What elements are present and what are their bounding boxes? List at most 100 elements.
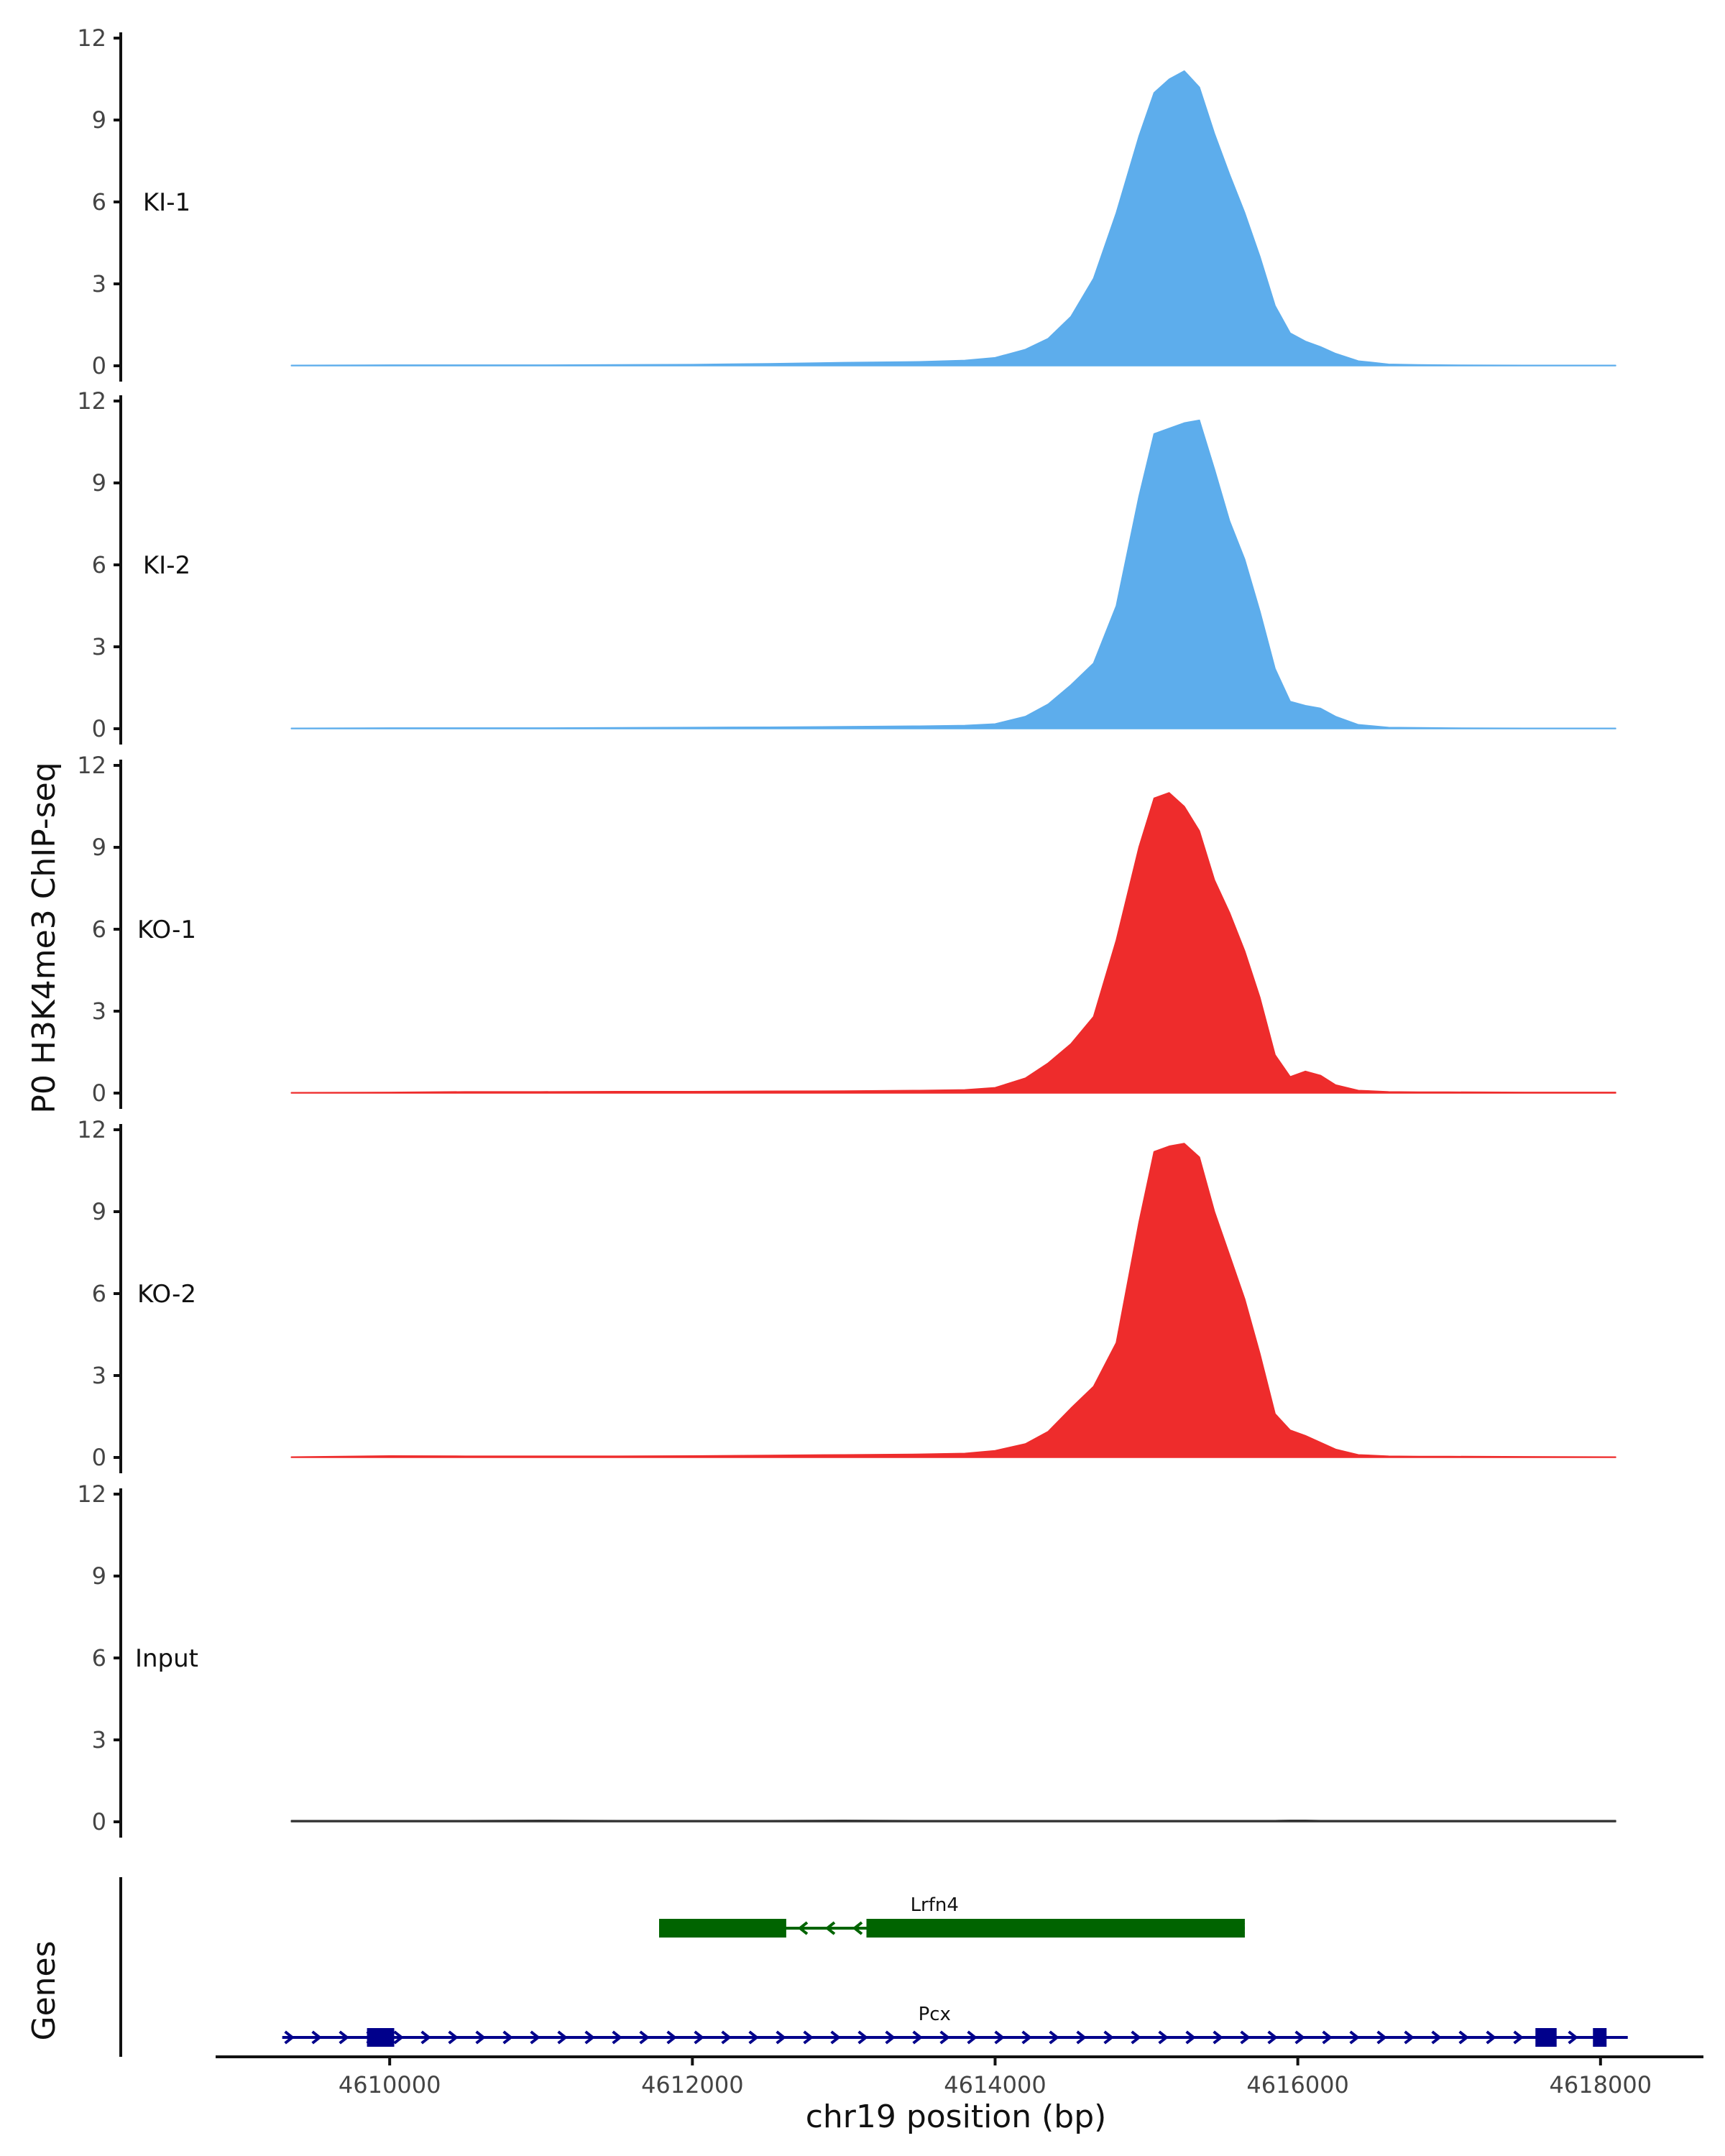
y-tick-label: 0 <box>92 715 106 742</box>
y-tick-label: 3 <box>92 1726 106 1754</box>
strand-arrow <box>912 2030 923 2045</box>
track-label: Input <box>135 1644 198 1673</box>
track-ko-2: 0 3 6 9 12 KO-2 <box>77 1116 1616 1473</box>
y-tick-label: 3 <box>92 270 106 298</box>
strand-arrow <box>584 2030 595 2045</box>
strand-arrow <box>666 2030 677 2045</box>
gene-name-label: Lrfn4 <box>911 1894 959 1916</box>
strand-arrow <box>284 2030 295 2045</box>
y-tick-label: 6 <box>92 1280 106 1307</box>
gene-exon <box>367 2028 395 2047</box>
y-tick-label: 9 <box>92 1562 106 1590</box>
strand-arrow <box>939 2030 950 2045</box>
genes-track-label: Genes <box>26 1940 63 2040</box>
y-tick-label: 3 <box>92 1362 106 1389</box>
strand-arrow <box>557 2030 568 2045</box>
y-tick-label: 12 <box>77 1116 106 1143</box>
track-label: KI-1 <box>143 188 190 217</box>
strand-arrow <box>824 1921 836 1935</box>
x-tick-label: 4612000 <box>641 2071 744 2099</box>
area-ko-2 <box>290 1143 1616 1458</box>
gene-name-label: Pcx <box>919 2004 951 2025</box>
x-tick-label: 4616000 <box>1246 2071 1349 2099</box>
y-tick-label: 12 <box>77 387 106 415</box>
strand-arrow <box>393 2030 404 2045</box>
area-input <box>290 1819 1616 1823</box>
gene-pcx: Pcx <box>282 2004 1628 2047</box>
strand-arrow <box>530 2030 540 2045</box>
y-tick-label: 6 <box>92 1644 106 1672</box>
strand-arrow <box>448 2030 459 2045</box>
x-axis-title: chr19 position (bp) <box>806 2099 1107 2135</box>
strand-arrow <box>1240 2030 1251 2045</box>
strand-arrow <box>311 2030 322 2045</box>
strand-arrow <box>694 2030 704 2045</box>
y-tick-label: 0 <box>92 1444 106 1471</box>
strand-arrow <box>639 2030 650 2045</box>
strand-arrow <box>1021 2030 1032 2045</box>
strand-arrow <box>1568 2030 1578 2045</box>
y-tick-label: 9 <box>92 834 106 861</box>
area-ko-1 <box>290 792 1616 1094</box>
strand-arrow <box>1513 2030 1524 2045</box>
y-tick-label: 9 <box>92 469 106 497</box>
x-tick-label: 4614000 <box>944 2071 1046 2099</box>
x-tick-label: 4610000 <box>339 2071 441 2099</box>
strand-arrow <box>857 2030 868 2045</box>
strand-arrow <box>1349 2030 1360 2045</box>
x-axis: 4610000 4612000 4614000 4616000 4618000 <box>216 2055 1703 2099</box>
strand-arrow <box>830 2030 841 2045</box>
y-tick-label: 0 <box>92 352 106 379</box>
strand-arrow <box>1158 2030 1169 2045</box>
y-tick-label: 12 <box>77 24 106 52</box>
gene-exon <box>1593 2028 1607 2047</box>
strand-arrow <box>1458 2030 1469 2045</box>
y-tick-label: 3 <box>92 998 106 1025</box>
y-tick-label: 6 <box>92 916 106 943</box>
strand-arrow <box>994 2030 1005 2045</box>
strand-arrow <box>1049 2030 1059 2045</box>
strand-arrow <box>721 2030 732 2045</box>
strand-arrow <box>1185 2030 1196 2045</box>
y-tick-label: 9 <box>92 1198 106 1225</box>
y-tick-label: 3 <box>92 633 106 660</box>
track-label: KO-1 <box>137 916 196 944</box>
x-tick-label: 4618000 <box>1550 2071 1652 2099</box>
y-axis-title: P0 H3K4me3 ChIP-seq <box>26 762 63 1113</box>
area-ki-1 <box>290 70 1616 367</box>
strand-arrow <box>1486 2030 1496 2045</box>
strand-arrow <box>339 2030 349 2045</box>
track-input: 0 3 6 9 12 Input <box>77 1480 1616 1838</box>
strand-arrow <box>1322 2030 1333 2045</box>
strand-arrow <box>1431 2030 1442 2045</box>
strand-arrow <box>612 2030 622 2045</box>
y-tick-label: 9 <box>92 106 106 134</box>
strand-arrow <box>748 2030 759 2045</box>
gene-lrfn4: Lrfn4 <box>658 1894 1246 1938</box>
y-tick-label: 6 <box>92 188 106 216</box>
strand-arrow <box>803 2030 814 2045</box>
strand-arrow <box>420 2030 431 2045</box>
track-ki-1: 0 3 6 9 12 KI-1 <box>77 24 1616 382</box>
strand-arrow <box>776 2030 786 2045</box>
strand-arrow <box>852 1921 863 1935</box>
gene-exon <box>658 1919 786 1938</box>
y-tick-label: 0 <box>92 1808 106 1835</box>
gene-exon <box>1535 2028 1557 2047</box>
track-ko-1: 0 3 6 9 12 KO-1 <box>77 752 1616 1109</box>
signal-tracks: 0 3 6 9 12 KI-1 0 3 6 9 12 KI-2 0 3 6 9 12 KO-1 0 3 6 9 12 KO-2… <box>77 24 1616 1838</box>
strand-arrow <box>1103 2030 1114 2045</box>
track-label: KO-2 <box>137 1280 196 1309</box>
track-ki-2: 0 3 6 9 12 KI-2 <box>77 387 1616 745</box>
strand-arrow <box>502 2030 513 2045</box>
strand-arrow <box>1131 2030 1141 2045</box>
gene-exon <box>866 1919 1245 1938</box>
strand-arrow <box>475 2030 486 2045</box>
genes-track: Lrfn4 Pcx Genes <box>26 1877 1628 2057</box>
strand-arrow <box>967 2030 978 2045</box>
area-ki-2 <box>290 419 1616 729</box>
strand-arrow <box>1076 2030 1087 2045</box>
strand-arrow <box>1294 2030 1305 2045</box>
track-label: KI-2 <box>143 551 190 580</box>
